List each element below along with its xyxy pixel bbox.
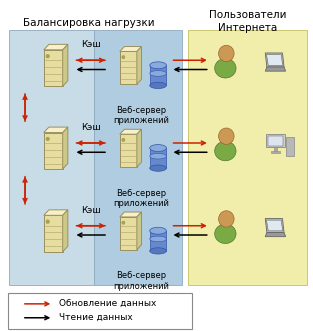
Circle shape	[218, 128, 234, 144]
Text: Веб-сервер
приложений: Веб-сервер приложений	[113, 106, 169, 125]
Polygon shape	[137, 129, 141, 167]
Polygon shape	[266, 55, 283, 66]
Text: Веб-сервер
приложений: Веб-сервер приложений	[113, 271, 169, 291]
FancyBboxPatch shape	[188, 30, 307, 285]
Circle shape	[122, 221, 125, 224]
Polygon shape	[266, 134, 285, 147]
Text: Чтение данных: Чтение данных	[59, 313, 133, 322]
Polygon shape	[137, 47, 141, 84]
Polygon shape	[266, 220, 283, 231]
Ellipse shape	[150, 71, 167, 76]
Ellipse shape	[150, 145, 167, 152]
Polygon shape	[44, 210, 68, 215]
Text: Кэш: Кэш	[81, 40, 101, 49]
Circle shape	[46, 137, 49, 141]
Polygon shape	[120, 129, 141, 134]
Ellipse shape	[150, 248, 167, 254]
Polygon shape	[44, 132, 63, 169]
Text: Веб-сервер
приложений: Веб-сервер приложений	[113, 189, 169, 208]
Polygon shape	[265, 67, 285, 71]
Ellipse shape	[150, 165, 167, 171]
Ellipse shape	[150, 153, 167, 159]
Polygon shape	[265, 53, 284, 67]
Circle shape	[122, 138, 125, 142]
Polygon shape	[63, 44, 68, 86]
Circle shape	[218, 211, 234, 227]
Polygon shape	[44, 127, 68, 132]
Polygon shape	[274, 147, 277, 151]
Circle shape	[46, 54, 49, 58]
Text: Кэш: Кэш	[81, 206, 101, 215]
Ellipse shape	[215, 224, 236, 244]
Ellipse shape	[150, 227, 167, 234]
Text: Пользователи
Интернета: Пользователи Интернета	[208, 10, 286, 33]
Text: Кэш: Кэш	[81, 123, 101, 132]
Circle shape	[218, 45, 234, 62]
Polygon shape	[286, 137, 294, 156]
Polygon shape	[265, 232, 285, 237]
Polygon shape	[120, 51, 137, 84]
Polygon shape	[120, 134, 137, 167]
Polygon shape	[120, 212, 141, 217]
Polygon shape	[150, 148, 167, 168]
Text: Балансировка нагрузки: Балансировка нагрузки	[23, 18, 155, 28]
Polygon shape	[63, 127, 68, 169]
Ellipse shape	[150, 236, 167, 242]
Polygon shape	[44, 50, 63, 86]
Polygon shape	[271, 151, 280, 153]
Polygon shape	[265, 218, 284, 232]
Polygon shape	[137, 212, 141, 250]
Polygon shape	[120, 47, 141, 51]
Ellipse shape	[150, 82, 167, 89]
Polygon shape	[150, 65, 167, 85]
FancyBboxPatch shape	[9, 30, 94, 285]
Ellipse shape	[150, 62, 167, 69]
Polygon shape	[150, 231, 167, 251]
Ellipse shape	[215, 141, 236, 161]
Polygon shape	[63, 210, 68, 252]
FancyBboxPatch shape	[94, 30, 182, 285]
Polygon shape	[120, 217, 137, 250]
Text: Обновление данных: Обновление данных	[59, 299, 157, 308]
Ellipse shape	[215, 59, 236, 78]
Polygon shape	[268, 136, 283, 146]
Polygon shape	[44, 44, 68, 50]
Circle shape	[46, 220, 49, 223]
Circle shape	[122, 56, 125, 59]
Polygon shape	[44, 215, 63, 252]
FancyBboxPatch shape	[8, 293, 192, 329]
